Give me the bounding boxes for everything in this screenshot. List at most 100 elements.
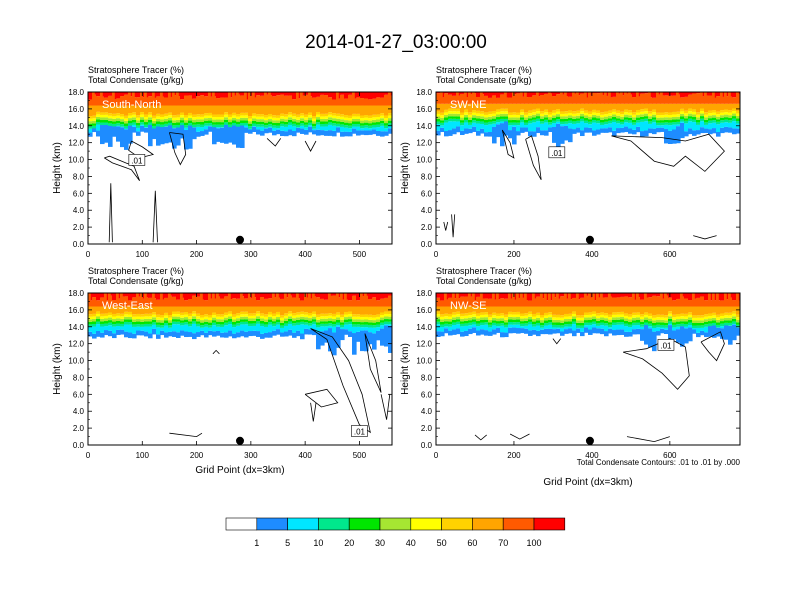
tracer-cell <box>460 125 465 131</box>
tracer-cell <box>160 306 165 316</box>
tracer-cell <box>260 318 265 321</box>
tracer-cell <box>456 328 461 335</box>
tracer-cell <box>172 306 177 312</box>
tracer-cell <box>140 321 145 325</box>
tracer-cell <box>380 293 385 299</box>
tracer-cell <box>108 118 113 121</box>
tracer-streak <box>456 92 459 103</box>
tracer-cell <box>440 319 445 322</box>
tracer-cell <box>656 324 661 328</box>
tracer-streak <box>728 293 731 304</box>
tracer-cell <box>204 332 209 338</box>
tracer-cell <box>612 122 617 131</box>
tracer-cell <box>700 320 705 323</box>
tracer-cell <box>492 329 497 335</box>
tracer-cell <box>332 318 337 322</box>
tracer-cell <box>332 321 337 325</box>
tracer-cell <box>676 111 681 115</box>
tracer-cell <box>332 105 337 114</box>
tracer-cell <box>96 119 101 122</box>
tracer-cell <box>692 114 697 117</box>
tracer-cell <box>496 114 501 118</box>
tracer-cell <box>352 319 357 322</box>
tracer-cell <box>500 293 505 299</box>
tracer-cell <box>304 122 309 125</box>
tracer-cell <box>616 110 621 114</box>
tracer-streak <box>336 293 339 304</box>
tracer-cell <box>224 92 229 98</box>
tracer-cell <box>632 317 637 321</box>
tracer-cell <box>244 105 249 113</box>
tracer-cell <box>712 128 717 134</box>
tracer-cell <box>516 316 521 320</box>
tracer-cell <box>124 123 129 126</box>
tracer-cell <box>96 124 101 131</box>
tracer-cell <box>148 114 153 118</box>
tracer-cell <box>604 331 609 337</box>
tracer-cell <box>244 115 249 118</box>
tracer-cell <box>492 92 497 96</box>
y-tick-label: 2.0 <box>73 424 85 433</box>
tracer-cell <box>132 293 137 298</box>
tracer-cell <box>336 325 341 327</box>
tracer-cell <box>292 313 297 316</box>
tracer-cell <box>684 318 689 322</box>
tracer-cell <box>196 126 201 132</box>
tracer-cell <box>468 114 473 118</box>
tracer-cell <box>288 321 293 324</box>
tracer-cell <box>384 321 389 325</box>
tracer-cell <box>124 128 129 130</box>
tracer-cell <box>388 324 392 326</box>
tracer-cell <box>680 116 685 120</box>
tracer-cell <box>360 322 365 325</box>
tracer-cell <box>328 112 333 115</box>
tracer-cell <box>664 329 669 335</box>
tracer-cell <box>732 316 737 319</box>
tracer-cell <box>668 311 673 314</box>
tracer-cell <box>600 320 605 323</box>
tracer-cell <box>260 306 265 314</box>
tracer-cell <box>188 316 193 319</box>
tracer-cell <box>280 121 285 124</box>
tracer-cell <box>448 121 453 131</box>
tracer-cell <box>472 306 477 312</box>
tracer-cell <box>224 112 229 115</box>
tracer-cell <box>556 327 561 329</box>
tracer-cell <box>712 122 717 129</box>
tracer-cell <box>608 319 613 323</box>
tracer-cell <box>96 319 101 322</box>
tracer-cell <box>172 117 177 121</box>
tracer-cell <box>700 111 705 114</box>
tracer-cell <box>516 92 521 94</box>
tracer-cell <box>696 315 701 318</box>
tracer-cell <box>144 331 149 337</box>
tracer-cell <box>376 306 381 315</box>
tracer-cell <box>344 306 349 312</box>
tracer-cell <box>496 92 501 98</box>
tracer-cell <box>508 319 513 323</box>
tracer-streak <box>240 293 243 304</box>
tracer-cell <box>464 330 469 337</box>
tracer-cell <box>332 316 337 319</box>
tracer-cell <box>264 115 269 118</box>
tracer-cell <box>360 330 365 352</box>
tracer-cell <box>636 319 641 323</box>
tracer-cell <box>560 317 565 321</box>
x-tick-label: 100 <box>136 451 150 460</box>
tracer-cell <box>708 103 713 111</box>
tracer-cell <box>104 326 109 331</box>
tracer-cell <box>456 319 461 322</box>
tracer-cell <box>184 92 189 96</box>
tracer-cell <box>172 314 177 317</box>
tracer-cell <box>696 124 701 131</box>
tracer-cell <box>120 114 125 117</box>
tracer-cell <box>176 314 181 317</box>
tracer-cell <box>728 120 733 123</box>
tracer-cell <box>632 97 637 104</box>
condensate-contour <box>304 388 339 408</box>
tracer-cell <box>716 322 721 325</box>
tracer-cell <box>192 311 197 314</box>
panel-title-line1: Stratosphere Tracer (%) <box>88 266 184 276</box>
tracer-cell <box>684 113 689 116</box>
tracer-cell <box>272 316 277 319</box>
